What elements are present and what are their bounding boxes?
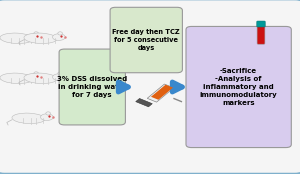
Ellipse shape (40, 114, 53, 120)
FancyBboxPatch shape (59, 49, 125, 125)
FancyBboxPatch shape (147, 84, 174, 102)
Ellipse shape (58, 72, 62, 75)
Ellipse shape (24, 33, 57, 44)
FancyBboxPatch shape (136, 98, 152, 107)
FancyBboxPatch shape (186, 26, 291, 148)
Ellipse shape (46, 112, 50, 115)
Text: Free day then TCZ
for 5 consecutive
days: Free day then TCZ for 5 consecutive days (112, 29, 180, 51)
Ellipse shape (28, 34, 41, 40)
Text: 3% DSS dissolved
in drinking water
for 7 days: 3% DSS dissolved in drinking water for 7… (57, 76, 128, 98)
Ellipse shape (34, 72, 38, 75)
Ellipse shape (52, 34, 65, 40)
Ellipse shape (34, 32, 38, 35)
Text: -Sacrifice
-Analysis of
inflammatory and
immunomodulatory
markers: -Sacrifice -Analysis of inflammatory and… (200, 68, 278, 106)
Ellipse shape (12, 113, 45, 124)
Ellipse shape (24, 73, 57, 84)
FancyBboxPatch shape (257, 21, 265, 27)
Ellipse shape (28, 74, 41, 80)
Ellipse shape (52, 74, 65, 80)
FancyBboxPatch shape (257, 22, 265, 44)
Ellipse shape (58, 32, 62, 35)
FancyBboxPatch shape (151, 85, 173, 100)
Ellipse shape (0, 33, 33, 44)
FancyBboxPatch shape (110, 7, 182, 73)
Ellipse shape (0, 73, 33, 84)
